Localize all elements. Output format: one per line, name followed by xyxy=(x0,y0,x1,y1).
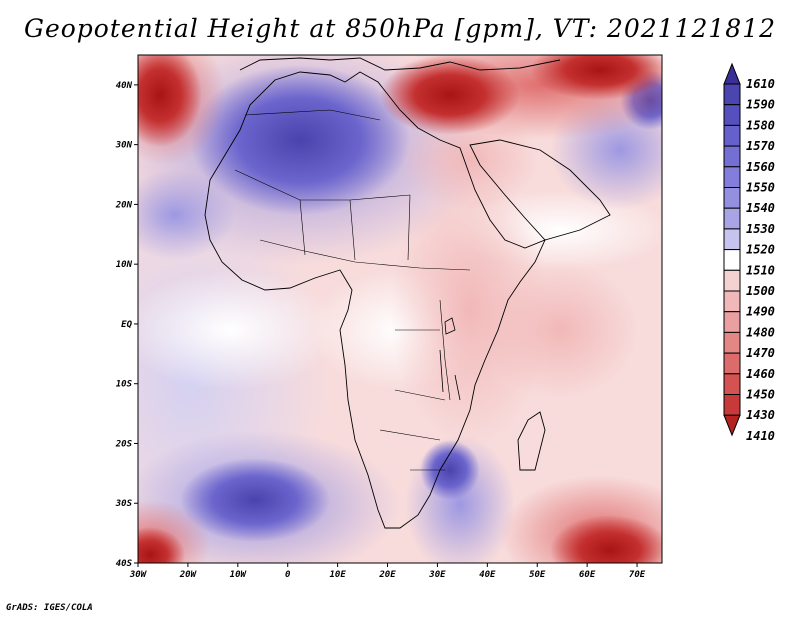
colorbar-segment xyxy=(723,311,741,333)
arabian-peninsula xyxy=(469,139,611,241)
colorbar-label: 1590 xyxy=(746,98,775,112)
y-tick-label: 20N xyxy=(115,200,133,210)
chart-title: Geopotential Height at 850hPa [gpm], VT:… xyxy=(23,14,777,43)
x-tick-label: 50E xyxy=(529,570,546,580)
y-tick-label: EQ xyxy=(121,320,132,330)
colorbar-segment xyxy=(723,124,741,147)
x-axis: 30W 20W 10W 0 10E 20E 30E 40E 50E 60E 70E xyxy=(129,563,646,580)
y-tick-label: 40N xyxy=(116,81,133,91)
height-field xyxy=(138,55,662,563)
colorbar-label: 1430 xyxy=(746,408,775,422)
y-tick-label: 30N xyxy=(115,141,133,151)
colorbar-label: 1520 xyxy=(746,243,775,257)
colorbar-label: 1580 xyxy=(746,118,775,132)
colorbar-segment xyxy=(723,352,741,375)
colorbar-label: 1460 xyxy=(746,367,775,381)
y-tick-label: 20S xyxy=(115,439,133,449)
colorbar-label: 1530 xyxy=(746,222,775,236)
x-tick-label: 0 xyxy=(285,570,291,580)
colorbar-label: 1470 xyxy=(746,346,775,360)
colorbar-label: 1410 xyxy=(746,429,775,443)
colorbar-segment xyxy=(723,187,741,209)
colorbar-segment xyxy=(723,290,741,313)
y-tick-label: 30S xyxy=(115,499,133,509)
x-tick-label: 30E xyxy=(428,570,446,580)
colorbar-segment xyxy=(723,249,741,271)
colorbar-label: 1500 xyxy=(746,284,775,298)
coastlines xyxy=(204,57,611,529)
colorbar-segment xyxy=(723,166,741,189)
colorbar-label: 1490 xyxy=(746,305,775,319)
country-borders xyxy=(234,109,471,471)
colorbar-segment xyxy=(723,145,741,168)
colorbar-label: 1550 xyxy=(746,181,775,195)
colorbar-segment xyxy=(723,394,741,416)
x-tick-label: 20E xyxy=(378,570,396,580)
europe-coast xyxy=(239,57,561,71)
colorbar-top-arrow xyxy=(723,62,741,85)
x-tick-label: 70E xyxy=(629,570,646,580)
colorbar-label: 1570 xyxy=(746,139,775,153)
colorbar-label: 1560 xyxy=(746,160,775,174)
y-tick-label: 10N xyxy=(116,260,133,270)
x-tick-label: 10E xyxy=(329,570,346,580)
colorbar-segment xyxy=(723,269,741,292)
x-tick-label: 30W xyxy=(129,570,148,580)
colorbar-label: 1610 xyxy=(746,77,775,91)
colorbar-segment xyxy=(723,228,741,251)
x-tick-label: 60E xyxy=(579,570,596,580)
colorbar-label: 1450 xyxy=(746,388,775,402)
y-tick-label: 40S xyxy=(116,559,133,569)
colorbar-label: 1510 xyxy=(746,263,775,277)
colorbar-label: 1480 xyxy=(746,325,775,339)
colorbar-segment xyxy=(723,373,741,395)
colorbar-segment xyxy=(723,83,741,106)
colorbar-bottom-arrow xyxy=(723,414,741,437)
grads-credit: GrADS: IGES/COLA xyxy=(6,603,93,613)
x-tick-label: 10W xyxy=(230,570,248,580)
y-tick-label: 10S xyxy=(116,380,133,390)
x-tick-label: 20W xyxy=(179,570,198,580)
colorbar-segment xyxy=(723,331,741,354)
africa-coastline xyxy=(204,71,546,529)
x-tick-label: 40E xyxy=(479,570,496,580)
y-axis: 40N 30N 20N 10N EQ 10S 20S 30S 40S xyxy=(115,81,138,569)
madagascar xyxy=(517,411,546,471)
great-lakes xyxy=(439,317,461,401)
colorbar-label: 1540 xyxy=(746,201,775,215)
colorbar-segment xyxy=(723,104,741,126)
map-border xyxy=(137,54,663,564)
colorbar: 1610 1590 1580 1570 1560 1550 1540 1530 1520 1510… xyxy=(723,62,775,443)
colorbar-segment xyxy=(723,207,741,230)
